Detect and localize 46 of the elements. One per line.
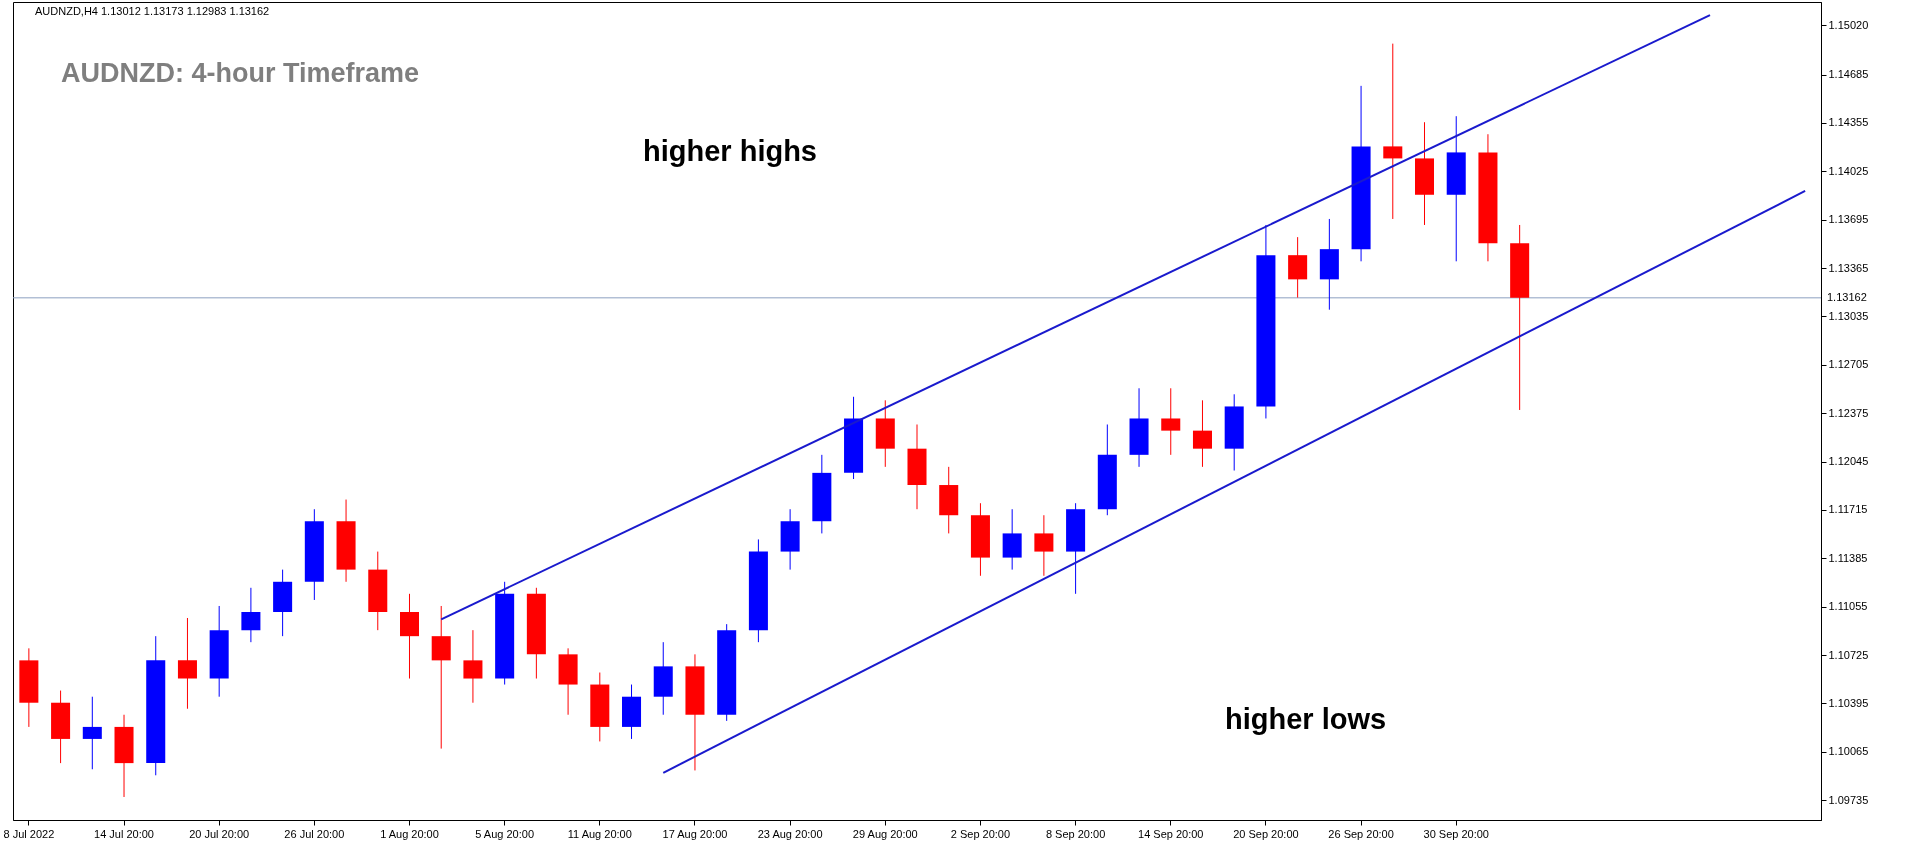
annotation: higher highs [643,135,817,167]
y-tick-label: 1.10395 [1828,696,1869,709]
y-tick-label: 1.12705 [1828,358,1869,371]
ref-line-label: 1.13162 [1827,290,1867,303]
x-tick-label: 8 Sep 20:00 [1045,827,1106,840]
x-tick-label: 23 Aug 20:00 [757,827,823,840]
y-tick-label: 1.09735 [1828,793,1869,806]
annotation: higher lows [1225,703,1387,735]
y-tick-label: 1.11385 [1828,551,1868,564]
x-tick-label: 11 Aug 20:00 [567,827,632,840]
x-tick-label: 17 Aug 20:00 [662,827,728,840]
candlestick [177,617,197,710]
y-tick-label: 1.13365 [1828,261,1869,274]
candlestick [241,587,261,643]
x-tick-label: 26 Jul 20:00 [284,827,345,840]
x-tick-label: 30 Sep 20:00 [1423,827,1489,840]
x-tick-label: 20 Jul 20:00 [189,827,250,840]
y-tick-label: 1.10725 [1828,648,1869,661]
y-tick-label: 1.11715 [1828,503,1868,516]
x-tick-label: 8 Jul 2022 [3,827,55,840]
y-tick-label: 1.13035 [1828,309,1869,322]
y-tick-label: 1.12045 [1828,455,1869,468]
candlestick [1034,514,1054,577]
x-tick-label: 20 Sep 20:00 [1233,827,1299,840]
y-tick-label: 1.11055 [1828,600,1868,613]
candlestick [82,696,102,770]
x-tick-label: 14 Jul 20:00 [94,827,154,840]
y-tick-label: 1.13695 [1828,213,1869,226]
x-tick-label: 29 Aug 20:00 [852,827,918,840]
y-tick-label: 1.15020 [1828,18,1869,31]
candlestick [1161,387,1181,456]
y-tick-label: 1.14025 [1828,164,1869,177]
x-tick-label: 5 Aug 20:00 [475,827,535,840]
y-tick-label: 1.10065 [1828,745,1869,758]
candlestick [1383,43,1403,220]
text: AUDNZD: 4-hour Timeframe [61,58,420,88]
x-tick-label: 2 Sep 20:00 [950,827,1011,840]
annotation: AUDNZD,H4 1.13012 1.13173 1.12983 1.13162 [35,5,270,17]
x-tick-label: 14 Sep 20:00 [1138,827,1204,840]
y-tick-label: 1.12375 [1828,406,1869,419]
y-tick-label: 1.14355 [1828,116,1869,129]
candlestick [463,629,483,704]
x-tick-label: 26 Sep 20:00 [1328,827,1394,840]
candlestick [1192,399,1212,468]
x-tick-label: 1 Aug 20:00 [380,827,439,840]
y-tick-label: 1.14685 [1828,68,1869,81]
